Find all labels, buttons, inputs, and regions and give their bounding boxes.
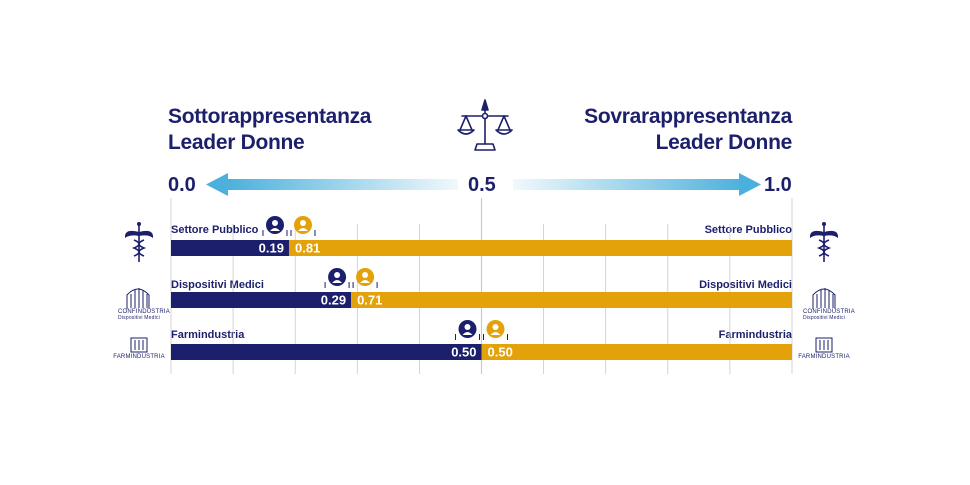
confindustria-logo-icon	[126, 288, 150, 309]
left-heading-line1: Sottorappresentanza	[168, 105, 372, 128]
right-arrow	[513, 173, 761, 196]
bars-group: 0.19 0.81 0.29 0.71 0.50 0.50	[171, 216, 792, 360]
person-male-icon	[262, 216, 288, 236]
row-label-left-2: Farmindustria	[171, 329, 245, 341]
farmindustria-logo-text-right: FARMINDUSTRIA	[798, 354, 850, 360]
confindustria-logo-text-right: CONFINDUSTRIA Dispositivi Medici	[803, 309, 855, 321]
left-heading: Sottorappresentanza Leader Donne	[168, 104, 371, 156]
bar-segment-left	[171, 344, 482, 360]
left-arrow	[206, 173, 458, 196]
farmindustria-logo-text: FARMINDUSTRIA	[113, 354, 165, 360]
right-heading-line1: Sovrarappresentanza	[584, 105, 792, 128]
bar-segment-right	[351, 292, 792, 308]
caduceus-icon-right	[809, 222, 839, 262]
row-label-right-0: Settore Pubblico	[704, 224, 792, 236]
confindustria-name-right: CONFINDUSTRIA	[803, 309, 855, 315]
confindustria-sub-right: Dispositivi Medici	[803, 315, 845, 321]
row-label-left-1: Dispositivi Medici	[171, 279, 264, 291]
confindustria-logo-icon-right	[812, 288, 836, 309]
person-female-icon	[352, 268, 378, 288]
farmindustria-logo-icon	[130, 337, 148, 353]
balance-scale-icon	[457, 99, 513, 151]
row-label-left-0: Settore Pubblico	[171, 224, 259, 236]
bar-value-left: 0.29	[321, 293, 346, 308]
row-label-right-2: Farmindustria	[718, 329, 792, 341]
left-heading-line2: Leader Donne	[168, 131, 305, 154]
scale-center-value: 0.5	[468, 174, 496, 196]
scale-right-value: 1.0	[764, 174, 792, 196]
bar-segment-left	[171, 240, 289, 256]
confindustria-logo-text: CONFINDUSTRIA Dispositivi Medici	[118, 309, 170, 321]
person-female-icon	[290, 216, 316, 236]
bar-value-right: 0.71	[357, 293, 382, 308]
right-heading-line2: Leader Donne	[655, 131, 793, 154]
caduceus-icon	[124, 222, 154, 262]
bar-value-right: 0.81	[295, 241, 320, 256]
farmindustria-logo-icon-right	[815, 337, 833, 353]
right-heading: Sovrarappresentanza Leader Donne	[584, 104, 792, 156]
scale-left-value: 0.0	[168, 174, 196, 196]
person-male-icon	[324, 268, 350, 288]
person-male-icon	[455, 320, 480, 340]
bar-segment-left	[171, 292, 352, 308]
confindustria-name: CONFINDUSTRIA	[118, 309, 170, 315]
row-label-right-1: Dispositivi Medici	[699, 279, 792, 291]
bar-value-left: 0.19	[259, 241, 284, 256]
confindustria-sub: Dispositivi Medici	[118, 315, 160, 321]
bar-value-right: 0.50	[488, 345, 513, 360]
person-female-icon	[483, 320, 508, 340]
bar-segment-right	[288, 240, 792, 256]
bar-segment-right	[481, 344, 792, 360]
bar-value-left: 0.50	[451, 345, 476, 360]
